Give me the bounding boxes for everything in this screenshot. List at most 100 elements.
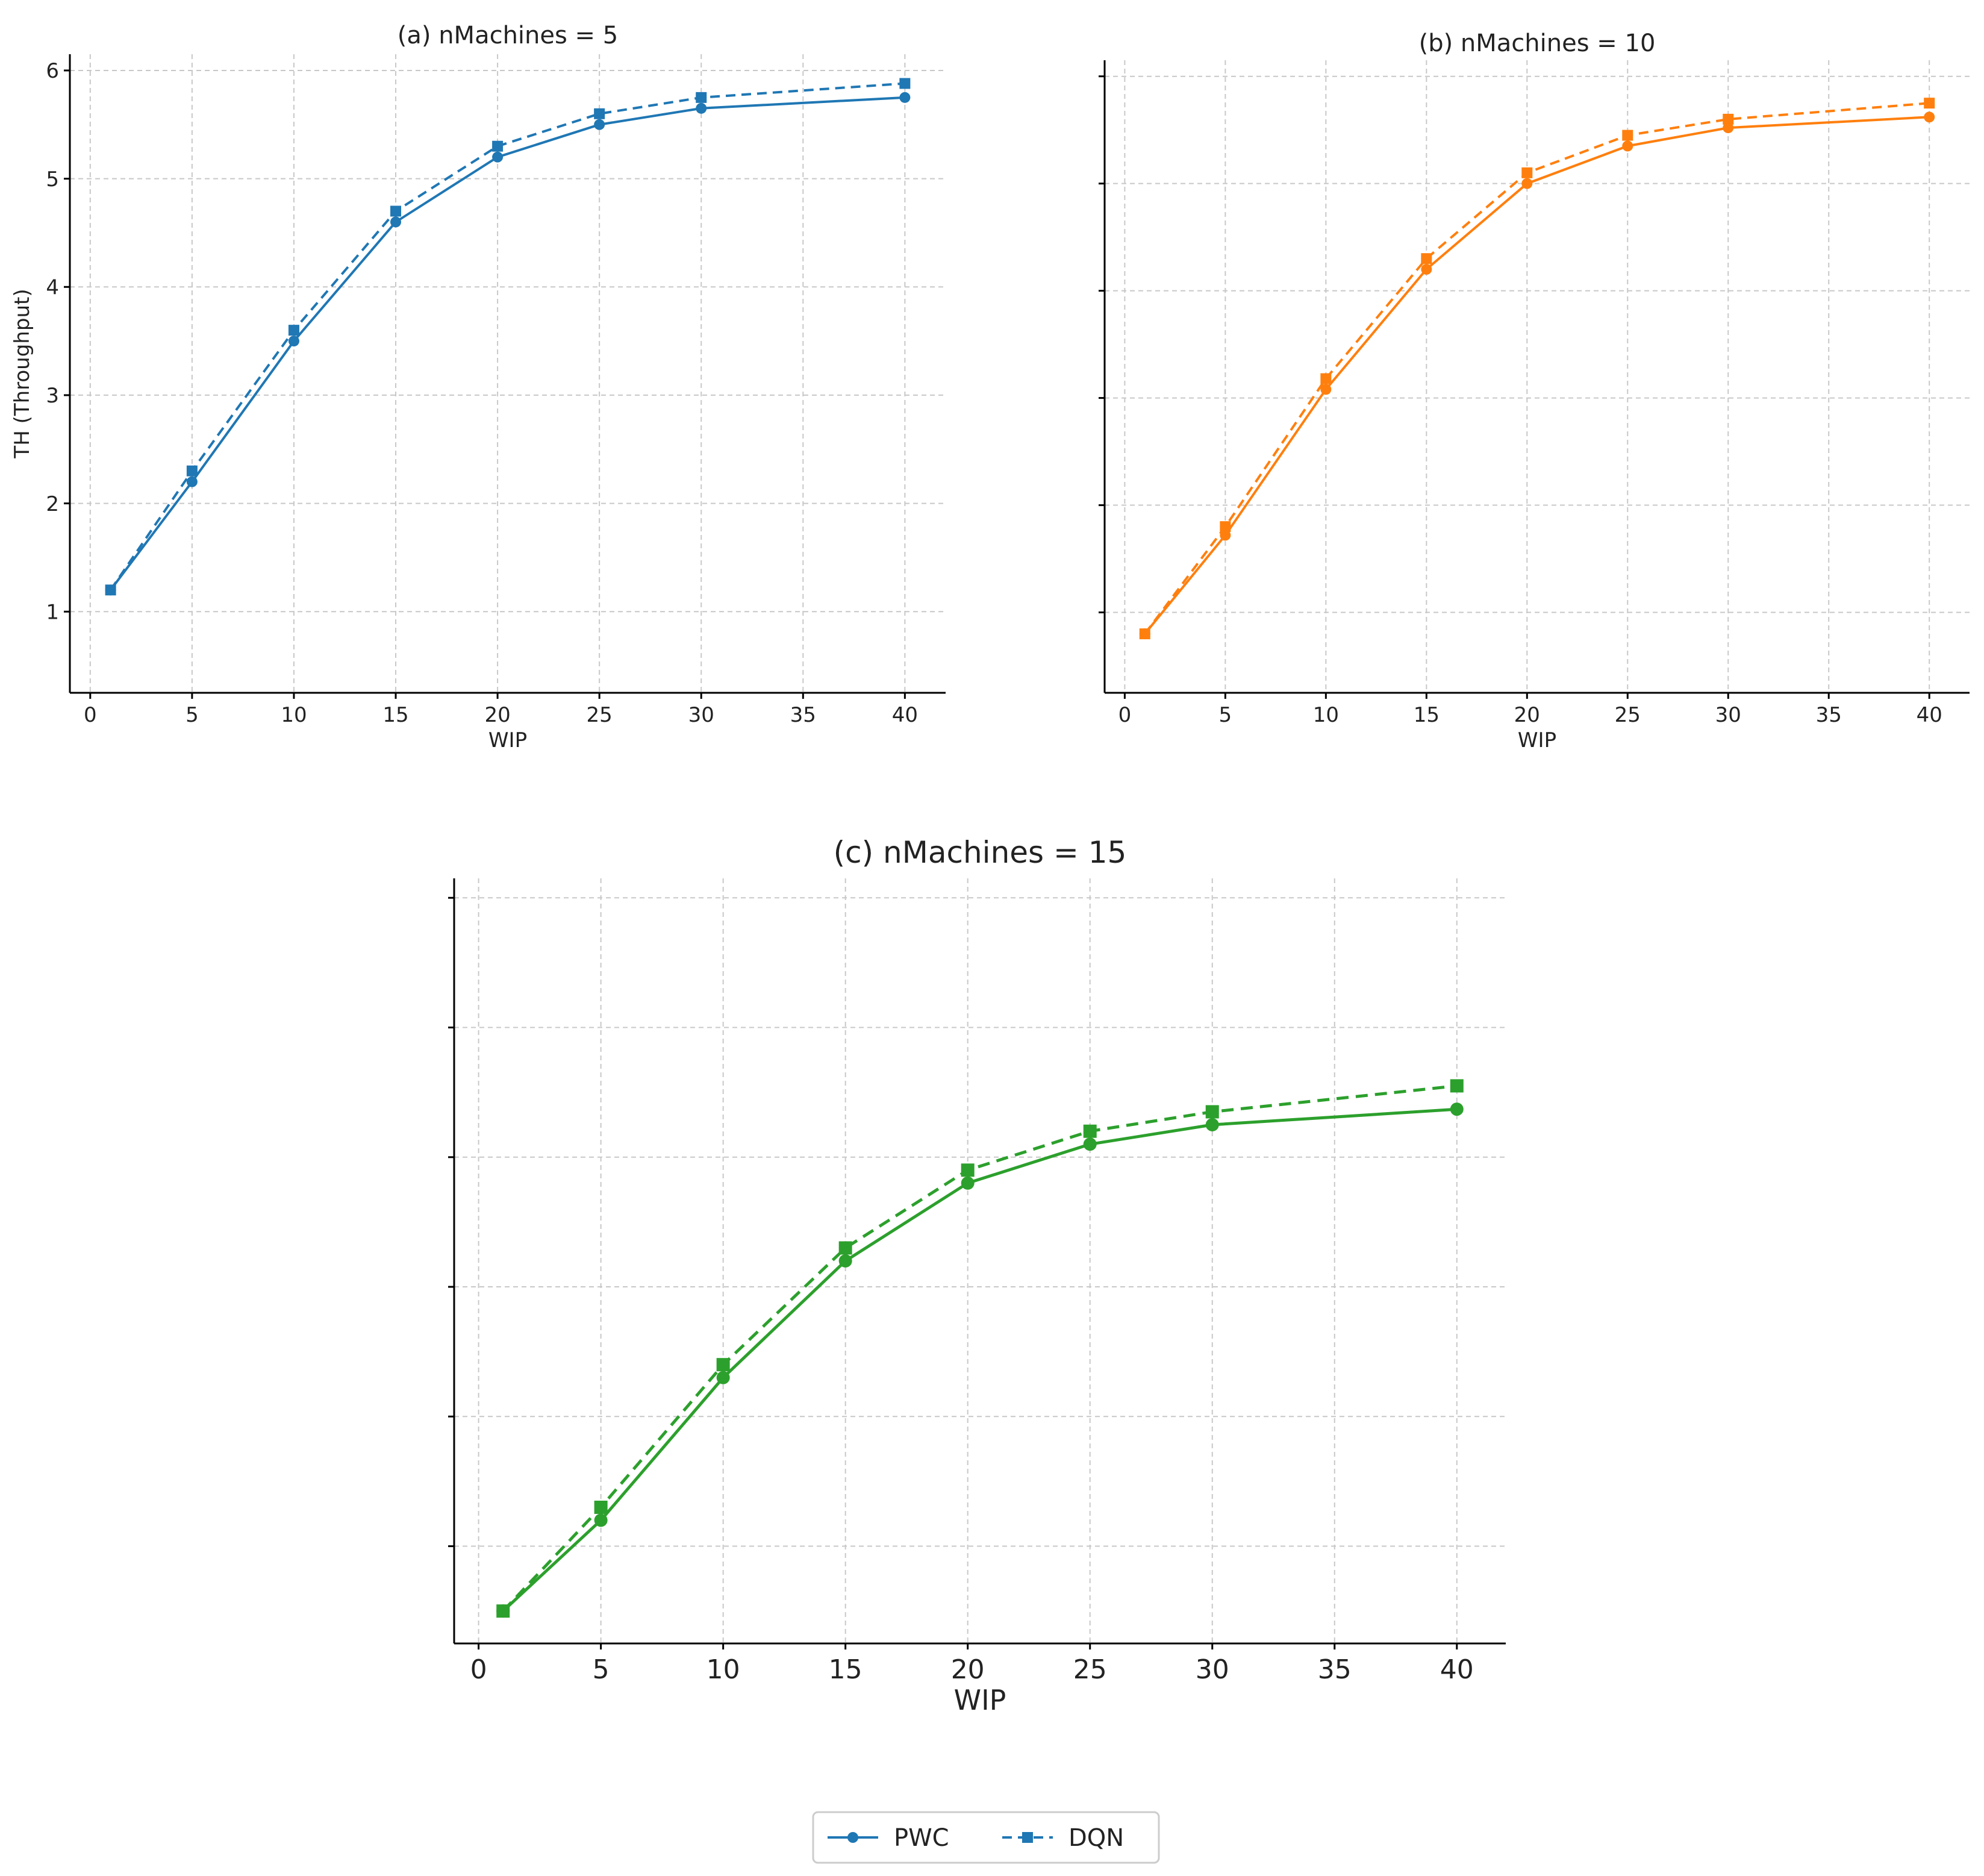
- x-tick-label: 40: [892, 703, 918, 727]
- series-line-dqn: [502, 1084, 1458, 1612]
- chart-title: (b) nMachines = 10: [1419, 30, 1656, 57]
- data-point-pwc: [696, 102, 707, 114]
- x-axis-label: WIP: [954, 1684, 1006, 1716]
- series-line-pwc: [1144, 116, 1930, 635]
- data-point-dqn: [961, 1163, 975, 1177]
- x-tick-label: 0: [1118, 703, 1132, 727]
- data-point-pwc: [1450, 1102, 1464, 1116]
- data-point-dqn: [594, 108, 605, 119]
- legend-label-pwc: PWC: [894, 1824, 949, 1852]
- x-tick-label: 5: [593, 1654, 610, 1685]
- subplot-b: 0 5 10 15 20 25 30 35 40 (b) nMachines = 10 WIP: [1099, 30, 1970, 752]
- x-tick-label: 20: [1514, 703, 1540, 727]
- y-tick-label: 5: [46, 167, 59, 192]
- data-point-pwc: [1205, 1118, 1219, 1131]
- x-tick-label: 35: [1318, 1654, 1352, 1685]
- data-point-dqn: [1622, 130, 1633, 141]
- data-point-pwc: [1220, 530, 1231, 541]
- data-point-pwc: [838, 1254, 852, 1268]
- data-point-pwc: [1421, 264, 1432, 275]
- data-point-pwc: [1622, 140, 1633, 152]
- x-tick-label: 5: [1219, 703, 1232, 727]
- data-point-dqn: [186, 465, 198, 477]
- x-tick-label: 0: [470, 1654, 487, 1685]
- x-axis-label: WIP: [488, 728, 527, 752]
- series-line-dqn: [1144, 102, 1930, 635]
- data-point-pwc: [288, 336, 299, 347]
- legend-frame: [812, 1811, 1160, 1864]
- y-tick-label: 4: [46, 276, 59, 300]
- chart-title: (c) nMachines = 15: [834, 835, 1127, 870]
- x-tick-label: 10: [707, 1654, 740, 1685]
- y-axis-label: TH (Throughput): [10, 289, 34, 458]
- data-point-pwc: [1320, 384, 1332, 395]
- data-point-pwc: [492, 151, 504, 163]
- data-point-pwc: [390, 216, 402, 228]
- x-tick-label: 15: [829, 1654, 863, 1685]
- x-tick-label: 25: [587, 703, 613, 727]
- x-axis-label: WIP: [1518, 728, 1556, 752]
- subplot-a: 0 5 10 15 20 25 30 35 40 1 2 3 4 5 6 (a) nMachines = 5 W…: [10, 22, 946, 752]
- data-point-dqn: [390, 205, 402, 217]
- legend-marker-pwc: [847, 1832, 858, 1843]
- x-tick-label: 35: [790, 703, 816, 727]
- data-point-dqn: [1924, 98, 1935, 109]
- x-tick-label: 35: [1816, 703, 1842, 727]
- data-point-dqn: [1723, 113, 1734, 125]
- data-point-dqn: [1220, 521, 1231, 533]
- data-point-pwc: [961, 1176, 975, 1190]
- x-tick-label: 25: [1073, 1654, 1107, 1685]
- series-line-pwc: [502, 1107, 1457, 1613]
- data-point-pwc: [1521, 178, 1533, 189]
- x-tick-label: 40: [1440, 1654, 1474, 1685]
- data-point-dqn: [716, 1358, 730, 1372]
- series-line-dqn: [109, 82, 905, 591]
- data-point-pwc: [716, 1371, 730, 1384]
- chart-title: (a) nMachines = 5: [398, 22, 618, 49]
- y-tick-label: 1: [46, 600, 59, 624]
- data-point-dqn: [492, 140, 504, 152]
- data-point-dqn: [496, 1604, 510, 1618]
- x-tick-label: 5: [186, 703, 199, 727]
- legend-label-dqn: DQN: [1068, 1824, 1124, 1852]
- x-tick-label: 0: [84, 703, 97, 727]
- data-point-dqn: [1521, 167, 1533, 178]
- data-point-dqn: [838, 1241, 852, 1255]
- data-point-dqn: [288, 325, 299, 336]
- x-tick-label: 10: [281, 703, 307, 727]
- legend: PWC DQN: [812, 1811, 1160, 1864]
- legend-marker-dqn: [1022, 1832, 1033, 1843]
- x-tick-label: 20: [951, 1654, 985, 1685]
- y-tick-label: 6: [46, 59, 59, 83]
- x-tick-label: 15: [1414, 703, 1440, 727]
- data-point-pwc: [1083, 1137, 1097, 1151]
- data-point-dqn: [899, 78, 911, 89]
- data-point-pwc: [186, 476, 198, 487]
- data-point-dqn: [1421, 253, 1432, 264]
- data-point-dqn: [1139, 628, 1150, 640]
- data-point-dqn: [1450, 1079, 1464, 1093]
- data-point-pwc: [1924, 111, 1935, 123]
- data-point-dqn: [1320, 373, 1332, 384]
- data-point-pwc: [594, 119, 605, 130]
- x-tick-label: 20: [484, 703, 510, 727]
- x-tick-label: 10: [1313, 703, 1339, 727]
- data-point-dqn: [1083, 1124, 1097, 1138]
- data-point-pwc: [1723, 122, 1734, 134]
- data-point-dqn: [105, 584, 116, 596]
- data-point-dqn: [1205, 1105, 1219, 1119]
- series-line-pwc: [110, 96, 905, 591]
- x-tick-label: 30: [1715, 703, 1741, 727]
- x-tick-label: 15: [382, 703, 408, 727]
- y-tick-label: 2: [46, 492, 59, 516]
- data-point-pwc: [594, 1513, 608, 1527]
- data-point-dqn: [594, 1500, 608, 1514]
- y-tick-label: 3: [46, 384, 59, 408]
- x-tick-label: 30: [688, 703, 714, 727]
- x-tick-label: 30: [1196, 1654, 1229, 1685]
- x-tick-label: 40: [1917, 703, 1942, 727]
- x-tick-label: 25: [1615, 703, 1641, 727]
- data-point-pwc: [899, 92, 911, 103]
